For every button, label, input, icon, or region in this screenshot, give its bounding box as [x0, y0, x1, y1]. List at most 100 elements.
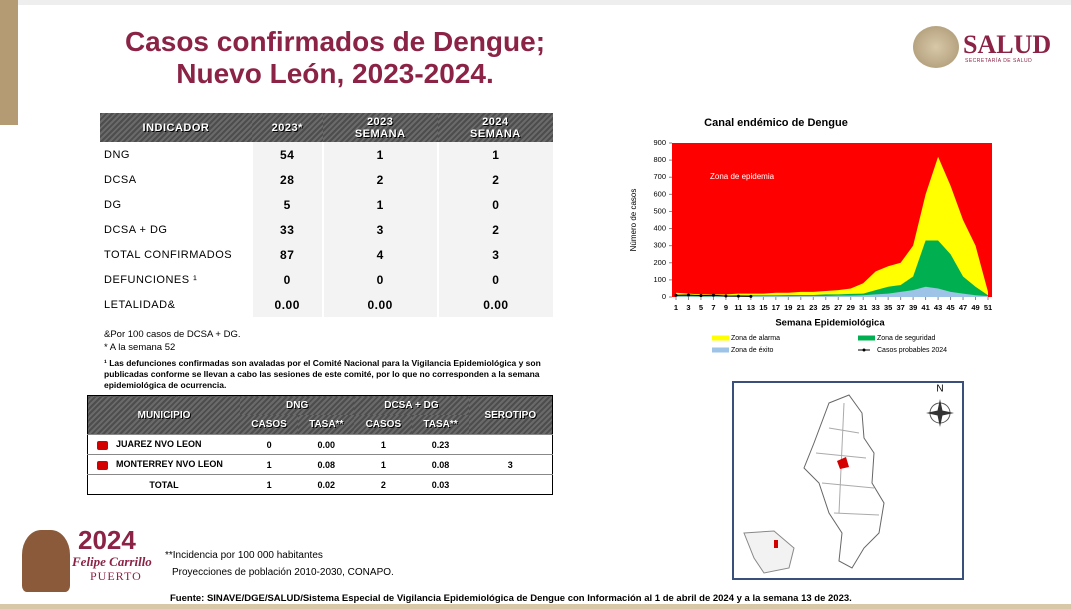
- x-tick-label: 29: [847, 303, 855, 312]
- x-tick-label: 11: [734, 303, 742, 312]
- source: Fuente: SINAVE/DGE/SALUD/Sistema Especia…: [170, 593, 852, 604]
- x-tick-label: 13: [747, 303, 755, 312]
- point: [737, 295, 740, 298]
- x-tick-label: 27: [834, 303, 842, 312]
- mexico-highlight: [774, 540, 778, 548]
- x-tick-label: 31: [859, 303, 867, 312]
- value-cell: 1: [240, 455, 298, 475]
- y-tick-label: 400: [653, 224, 666, 233]
- value-cell: 0: [240, 435, 298, 455]
- compass-rose: [926, 399, 954, 427]
- x-tick-label: 45: [946, 303, 954, 312]
- map-frame: N: [732, 381, 964, 580]
- endemic-chart: Canal endémico de Dengue Zona de epidemia…: [0, 0, 1071, 400]
- x-tick-label: 41: [921, 303, 929, 312]
- municipio-table: MUNICIPIODNGDCSA + DGSEROTIPOCASOSTASA**…: [87, 395, 553, 495]
- subheader-cell: CASOS: [240, 415, 298, 435]
- annotation: Zona de epidemia: [710, 172, 775, 181]
- value-cell: 3: [469, 455, 553, 475]
- x-tick-label: 5: [699, 303, 703, 312]
- x-tick-label: 9: [724, 303, 728, 312]
- footnote: **Incidencia por 100 000 habitantes: [165, 550, 323, 561]
- value-cell: [469, 435, 553, 455]
- legend-label: Zona de alarma: [731, 335, 780, 342]
- value-cell: 0.08: [298, 455, 354, 475]
- name-cell: JUAREZ NVO LEON: [88, 435, 241, 455]
- name-cell: TOTAL: [88, 475, 241, 495]
- x-tick-label: 15: [759, 303, 767, 312]
- emblem-surname: PUERTO: [90, 569, 142, 584]
- value-cell: 0.08: [412, 455, 468, 475]
- x-tick-label: 7: [711, 303, 715, 312]
- y-tick-label: 600: [653, 189, 666, 198]
- x-tick-label: 21: [797, 303, 805, 312]
- point: [749, 295, 752, 298]
- value-cell: 0.00: [298, 435, 354, 455]
- marker: [97, 441, 108, 450]
- legend-swatch: [712, 348, 729, 353]
- point: [712, 294, 715, 297]
- y-tick-label: 500: [653, 206, 666, 215]
- value-cell: 0.02: [298, 475, 354, 495]
- legend-swatch: [863, 349, 866, 352]
- x-tick-label: 25: [822, 303, 830, 312]
- value-cell: 0.03: [412, 475, 468, 495]
- y-tick-label: 0: [662, 292, 666, 301]
- map: N: [734, 383, 962, 578]
- marker: [97, 461, 108, 470]
- point: [687, 293, 690, 296]
- y-tick-label: 800: [653, 155, 666, 164]
- x-tick-label: 3: [686, 303, 690, 312]
- x-tick-label: 37: [896, 303, 904, 312]
- y-tick-label: 700: [653, 172, 666, 181]
- subheader-cell: TASA**: [298, 415, 354, 435]
- legend-swatch: [712, 336, 729, 341]
- value-cell: 1: [354, 435, 412, 455]
- bottom-band: [0, 604, 1071, 609]
- y-axis-label: Número de casos: [629, 189, 638, 252]
- x-tick-label: 23: [809, 303, 817, 312]
- value-cell: [469, 475, 553, 495]
- point: [699, 294, 702, 297]
- x-tick-label: 43: [934, 303, 942, 312]
- header-cell: MUNICIPIO: [88, 396, 241, 435]
- point: [675, 294, 678, 297]
- state-outline: [804, 395, 884, 568]
- subheader-cell: CASOS: [354, 415, 412, 435]
- value-cell: 1: [354, 455, 412, 475]
- emblem-name: Felipe Carrillo: [72, 554, 152, 570]
- y-tick-label: 200: [653, 258, 666, 267]
- x-axis-label: Semana Epidemiológica: [775, 318, 885, 329]
- portrait: [22, 530, 70, 592]
- row: TOTAL10.0220.03: [88, 475, 553, 495]
- point: [724, 294, 727, 297]
- x-tick-label: 1: [674, 303, 678, 312]
- value-cell: 0.23: [412, 435, 468, 455]
- name-cell: MONTERREY NVO LEON: [88, 455, 241, 475]
- x-tick-label: 49: [971, 303, 979, 312]
- subheader-cell: TASA**: [412, 415, 468, 435]
- chart-title: Canal endémico de Dengue: [704, 117, 848, 129]
- legend-swatch: [858, 336, 875, 341]
- mexico-map: [744, 531, 794, 573]
- x-tick-label: 17: [772, 303, 780, 312]
- header-cell: SEROTIPO: [469, 396, 553, 435]
- y-tick-label: 300: [653, 241, 666, 250]
- x-tick-label: 19: [784, 303, 792, 312]
- x-tick-label: 33: [872, 303, 880, 312]
- legend-label: Zona de éxito: [731, 347, 774, 354]
- legend-label: Casos probables 2024: [877, 347, 947, 354]
- value-cell: 2: [354, 475, 412, 495]
- x-tick-label: 51: [984, 303, 992, 312]
- value-cell: 1: [240, 475, 298, 495]
- legend-label: Zona de seguridad: [877, 335, 935, 342]
- x-tick-label: 39: [909, 303, 917, 312]
- y-tick-label: 100: [653, 275, 666, 284]
- footnote: Proyecciones de población 2010-2030, CON…: [172, 567, 394, 578]
- y-tick-label: 900: [653, 138, 666, 147]
- slide: Casos confirmados de Dengue; Nuevo León,…: [0, 0, 1071, 609]
- x-tick-label: 35: [884, 303, 892, 312]
- emblem-year: 2024: [78, 525, 136, 556]
- x-tick-label: 47: [959, 303, 967, 312]
